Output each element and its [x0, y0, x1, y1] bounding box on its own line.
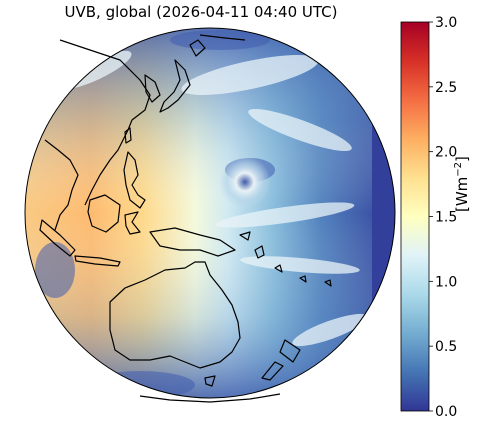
colorbar-tick-label: 3.0 [435, 15, 457, 31]
colorbar-tick-label: 2.5 [435, 80, 457, 96]
java-coast [74, 255, 121, 267]
new-guinea-coast [149, 227, 236, 257]
antarctic-coast [139, 393, 281, 403]
taiwan-coast [124, 127, 132, 144]
china-coast [59, 39, 151, 206]
colorbar-tick-label: 1.5 [435, 210, 457, 226]
colorbar-label-prefix: [Wm [453, 176, 471, 212]
colorbar-label: [Wm−2] [453, 156, 471, 212]
tasmania-coast [204, 375, 216, 387]
indochina-coast [44, 139, 79, 231]
colorbar-ticks: 0.0 0.5 1.0 1.5 2.0 2.5 3.0 [429, 15, 457, 420]
australia-coast [109, 261, 241, 369]
sumatra-coast [39, 219, 76, 257]
philippines-coast [123, 151, 146, 209]
colorbar-label-suffix: ] [453, 156, 471, 162]
colorbar-tick-label: 1.0 [435, 274, 457, 290]
globe-disc [25, 28, 395, 398]
colorbar [400, 21, 430, 412]
colorbar-tick-label: 0.5 [435, 339, 457, 355]
borneo-coast [87, 194, 121, 233]
korea-coast [144, 74, 161, 103]
globe-outline [24, 27, 396, 399]
hokkaido-coast [189, 39, 206, 57]
new-zealand-south [261, 361, 284, 381]
coastlines [39, 34, 332, 403]
new-zealand-north [279, 339, 301, 363]
map-title: UVB, global (2026-04-11 04:40 UTC) [64, 3, 338, 21]
colorbar-label-exponent: −2 [453, 161, 464, 177]
northern-coast [199, 34, 246, 41]
sulawesi-coast [124, 211, 141, 235]
colorbar-tick-label: 0.0 [435, 404, 457, 420]
cyclone-swirl [219, 156, 271, 208]
japan-coast [159, 59, 191, 113]
colorbar-tick-label: 2.0 [435, 145, 457, 161]
